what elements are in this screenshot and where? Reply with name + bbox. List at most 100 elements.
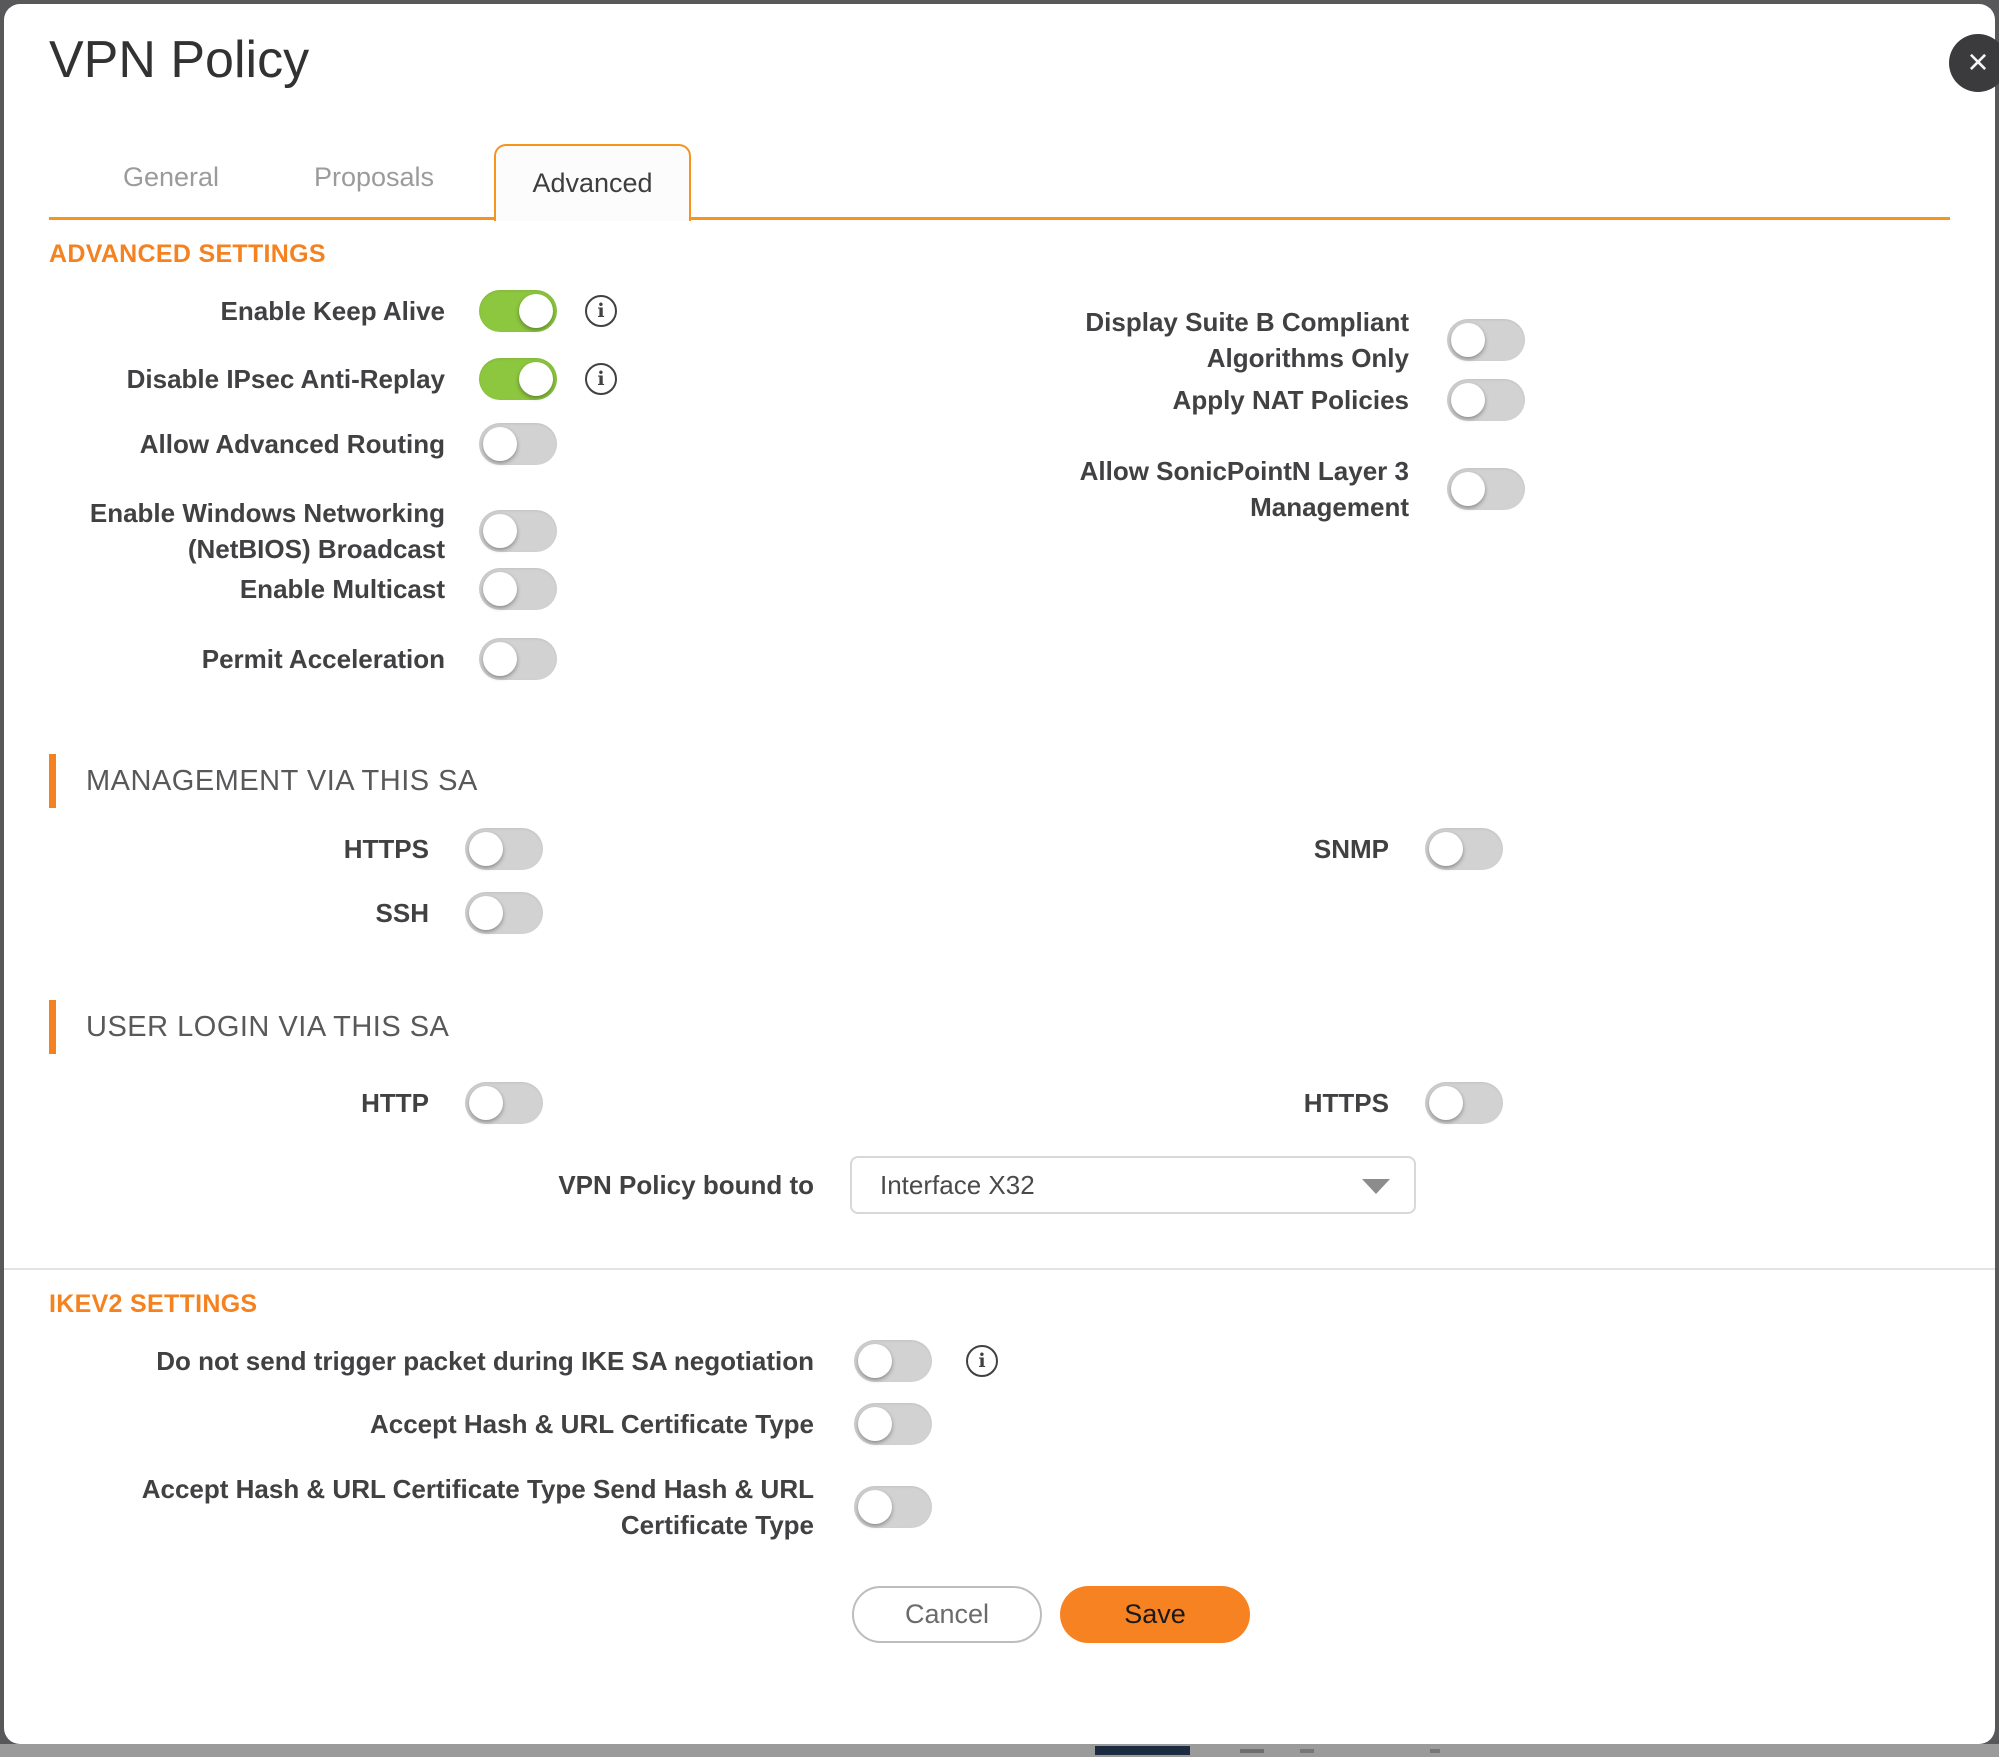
toggle-knob	[483, 572, 517, 606]
toggle-knob	[1451, 323, 1485, 357]
toggle-allow-advanced-routing[interactable]	[479, 423, 557, 465]
toggle-knob	[483, 642, 517, 676]
setting-label: Allow Advanced Routing	[139, 429, 445, 459]
setting-label: Enable Keep Alive	[220, 296, 445, 326]
setting-row: Enable Multicast	[49, 568, 557, 610]
setting-row: Apply NAT Policies	[951, 379, 1525, 421]
setting-row: Allow Advanced Routing	[49, 423, 557, 465]
setting-label: Accept Hash & URL Certificate Type Send …	[141, 1474, 814, 1540]
toggle-permit-acceleration[interactable]	[479, 638, 557, 680]
toggle-disable-ipsec-anti-replay[interactable]	[479, 358, 557, 400]
setting-label: Enable Windows Networking (NetBIOS) Broa…	[89, 498, 445, 564]
setting-row: SNMP	[1001, 828, 1503, 870]
setting-row: Accept Hash & URL Certificate Type Send …	[49, 1471, 932, 1543]
setting-row: Do not send trigger packet during IKE SA…	[49, 1340, 998, 1382]
setting-label: HTTPS	[1303, 1088, 1389, 1118]
toggle-knob	[519, 362, 553, 396]
toggle-knob	[469, 896, 503, 930]
toggle-management-snmp[interactable]	[1425, 828, 1503, 870]
section-heading-text: USER LOGIN VIA THIS SA	[86, 1010, 450, 1043]
background-page-element	[1430, 1749, 1440, 1753]
tab-advanced[interactable]: Advanced	[494, 144, 691, 221]
toggle-management-https[interactable]	[465, 828, 543, 870]
setting-label: Accept Hash & URL Certificate Type	[369, 1409, 814, 1439]
close-button[interactable]: ×	[1949, 34, 1999, 92]
toggle-knob	[483, 427, 517, 461]
section-accent-bar	[49, 754, 56, 808]
dropdown-caret-icon	[1362, 1179, 1390, 1194]
section-accent-bar	[49, 1000, 56, 1054]
setting-label: HTTP	[361, 1088, 429, 1118]
setting-label: HTTPS	[343, 834, 429, 864]
setting-row: Permit Acceleration	[49, 638, 557, 680]
setting-row: Allow SonicPointN Layer 3 Management	[951, 453, 1525, 525]
setting-row: Enable Windows Networking (NetBIOS) Broa…	[49, 495, 557, 567]
toggle-accept-send-hash-url-certificate-type[interactable]	[854, 1486, 932, 1528]
page-title: VPN Policy	[49, 31, 310, 89]
toggle-knob	[469, 832, 503, 866]
setting-row: Enable Keep Alive i	[49, 290, 617, 332]
toggle-knob	[858, 1344, 892, 1378]
setting-label: SNMP	[1313, 834, 1389, 864]
toggle-knob	[858, 1407, 892, 1441]
close-icon: ×	[1967, 40, 1989, 82]
info-icon[interactable]: i	[966, 1345, 998, 1377]
setting-label: Permit Acceleration	[201, 644, 445, 674]
toggle-do-not-send-trigger-packet[interactable]	[854, 1340, 932, 1382]
toggle-user-login-http[interactable]	[465, 1082, 543, 1124]
toggle-accept-hash-url-certificate-type[interactable]	[854, 1403, 932, 1445]
toggle-knob	[1451, 472, 1485, 506]
toggle-enable-keep-alive[interactable]	[479, 290, 557, 332]
toggle-user-login-https[interactable]	[1425, 1082, 1503, 1124]
toggle-knob	[858, 1490, 892, 1524]
setting-label: Do not send trigger packet during IKE SA…	[156, 1346, 814, 1376]
toggle-enable-windows-networking-netbios-broadcast[interactable]	[479, 510, 557, 552]
setting-label: VPN Policy bound to	[558, 1170, 814, 1200]
setting-row: Disable IPsec Anti-Replay i	[49, 358, 617, 400]
background-page-element	[1300, 1749, 1314, 1753]
tab-general[interactable]: General	[122, 162, 220, 192]
setting-row: SSH	[49, 892, 543, 934]
info-icon[interactable]: i	[585, 363, 617, 395]
setting-row: HTTPS	[1001, 1082, 1503, 1124]
background-page-element	[1095, 1746, 1190, 1755]
toggle-apply-nat-policies[interactable]	[1447, 379, 1525, 421]
tab-proposals[interactable]: Proposals	[313, 162, 435, 192]
toggle-enable-multicast[interactable]	[479, 568, 557, 610]
section-heading-text: MANAGEMENT VIA THIS SA	[86, 764, 478, 797]
advanced-settings-heading: ADVANCED SETTINGS	[49, 240, 326, 268]
toggle-knob	[1429, 1086, 1463, 1120]
toggle-knob	[1429, 832, 1463, 866]
setting-label: Allow SonicPointN Layer 3 Management	[1079, 456, 1409, 522]
background-page-element	[1240, 1749, 1264, 1753]
toggle-management-ssh[interactable]	[465, 892, 543, 934]
setting-row: Display Suite B Compliant Algorithms Onl…	[951, 304, 1525, 376]
setting-label: Enable Multicast	[239, 574, 445, 604]
toggle-knob	[469, 1086, 503, 1120]
setting-row: HTTP	[49, 1082, 543, 1124]
background-page-strip	[0, 1744, 1999, 1757]
vpn-policy-dialog: VPN Policy × General Proposals Advanced …	[4, 4, 1999, 1744]
user-login-section-heading: USER LOGIN VIA THIS SA	[49, 1000, 449, 1054]
toggle-knob	[1451, 383, 1485, 417]
toggle-knob	[519, 294, 553, 328]
info-icon[interactable]: i	[585, 295, 617, 327]
select-value: Interface X32	[880, 1169, 1035, 1200]
setting-label: Disable IPsec Anti-Replay	[126, 364, 445, 394]
save-button[interactable]: Save	[1060, 1586, 1250, 1643]
vpn-policy-bound-to-select[interactable]: Interface X32	[850, 1156, 1416, 1214]
setting-row: HTTPS	[49, 828, 543, 870]
setting-label: SSH	[375, 898, 429, 928]
toggle-display-suite-b-compliant-algorithms-only[interactable]	[1447, 319, 1525, 361]
toggle-allow-sonicpointn-layer-3-management[interactable]	[1447, 468, 1525, 510]
toggle-knob	[483, 514, 517, 548]
setting-row: Accept Hash & URL Certificate Type	[49, 1403, 932, 1445]
setting-row: VPN Policy bound to Interface X32	[49, 1156, 1416, 1214]
management-section-heading: MANAGEMENT VIA THIS SA	[49, 754, 478, 808]
cancel-button[interactable]: Cancel	[852, 1586, 1042, 1643]
setting-label: Apply NAT Policies	[1172, 385, 1409, 415]
tab-underline	[49, 217, 1950, 220]
section-divider	[4, 1268, 1995, 1270]
ikev2-settings-heading: IKEV2 SETTINGS	[49, 1290, 258, 1318]
setting-label: Display Suite B Compliant Algorithms Onl…	[1085, 307, 1409, 373]
